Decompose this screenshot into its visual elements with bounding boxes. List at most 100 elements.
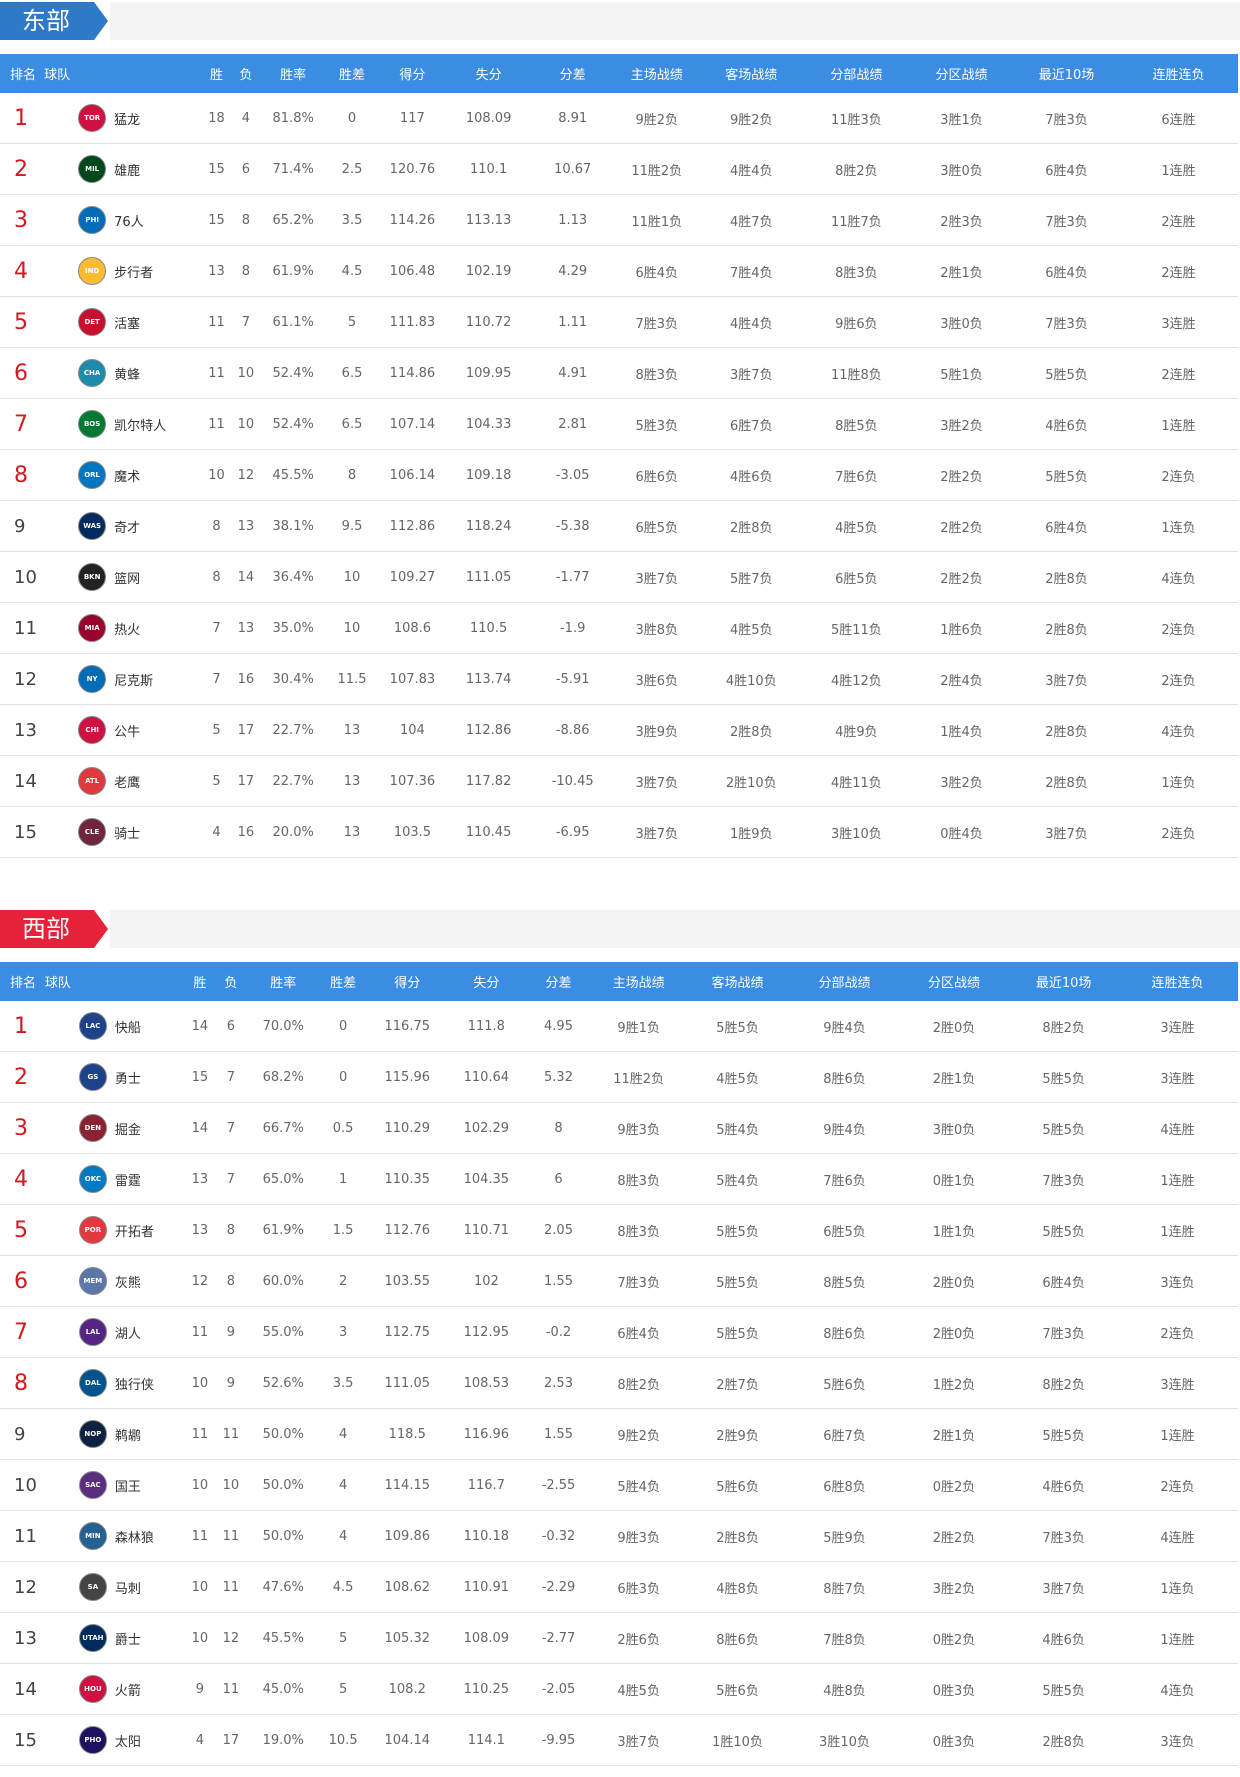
team-cell[interactable]: TOR 猛龙: [44, 93, 202, 144]
table-row[interactable]: 4 OKC 雷霆 13 7 65.0% 1 110.35 104.35 6 8胜3负 5胜4负 7胜6负…: [0, 1153, 1238, 1205]
team-cell[interactable]: MIN 森林狼: [44, 1510, 184, 1562]
team-cell[interactable]: MEM 灰熊: [44, 1255, 184, 1307]
table-row[interactable]: 8 DAL 独行侠 10 9 52.6% 3.5 111.05 108.53 2.53 8胜2负 2胜…: [0, 1357, 1238, 1409]
team-name[interactable]: 爵士: [114, 1632, 141, 1648]
team-name[interactable]: 老鹰: [114, 775, 141, 791]
stat-cell-pct: 38.1%: [260, 500, 326, 552]
team-name[interactable]: 灰熊: [114, 1275, 141, 1291]
table-row[interactable]: 5 POR 开拓者 13 8 61.9% 1.5 112.76 110.71 2.05 8胜3负 5胜…: [0, 1204, 1238, 1256]
table-row[interactable]: 5 DET 活塞 11 7 61.1% 5 111.83 110.72 1.11 7胜3负 4胜4负 9…: [0, 296, 1238, 348]
table-row[interactable]: 2 MIL 雄鹿 15 6 71.4% 2.5 120.76 110.1 10.67 11胜2负 4胜…: [0, 143, 1238, 195]
team-name[interactable]: 活塞: [114, 316, 141, 332]
team-cell[interactable]: UTAH 爵士: [44, 1612, 184, 1664]
table-row[interactable]: 14 HOU 火箭 9 11 45.0% 5 108.2 110.25 -2.05 4胜5负 5胜6负…: [0, 1663, 1238, 1715]
team-cell[interactable]: CLE 骑士: [44, 806, 202, 858]
team-cell[interactable]: OKC 雷霆: [44, 1153, 184, 1205]
team-cell[interactable]: HOU 火箭: [44, 1663, 184, 1715]
team-name[interactable]: 马刺: [114, 1581, 141, 1597]
table-row[interactable]: 4 IND 步行者 13 8 61.9% 4.5 106.48 102.19 4.29 6胜4负 7胜…: [0, 245, 1238, 297]
stat-cell-diff: 4.29: [530, 245, 615, 297]
table-row[interactable]: 14 ATL 老鹰 5 17 22.7% 13 107.36 117.82 -10.45 3胜7负 2…: [0, 755, 1238, 807]
team-cell[interactable]: BOS 凯尔特人: [44, 398, 202, 450]
team-name[interactable]: 公牛: [114, 724, 141, 740]
team-cell[interactable]: ATL 老鹰: [44, 755, 202, 807]
team-cell[interactable]: CHI 公牛: [44, 704, 202, 756]
team-cell[interactable]: DET 活塞: [44, 296, 202, 348]
stat-cell-div: 8胜7负: [791, 1561, 898, 1613]
stat-cell-away: 5胜4负: [684, 1102, 792, 1154]
table-row[interactable]: 3 PHI 76人 15 8 65.2% 3.5 114.26 113.13 1.13 11胜1负 4…: [0, 194, 1238, 246]
table-row[interactable]: 12 NY 尼克斯 7 16 30.4% 11.5 107.83 113.74 -5.91 3胜6负…: [0, 653, 1238, 705]
stat-cell-w: 8: [201, 551, 232, 603]
team-name[interactable]: 热火: [114, 622, 141, 638]
table-row[interactable]: 12 SA 马刺 10 11 47.6% 4.5 108.62 110.91 -2.29 6胜3负 4…: [0, 1561, 1238, 1613]
team-cell[interactable]: ORL 魔术: [44, 449, 202, 501]
team-name[interactable]: 湖人: [114, 1326, 141, 1342]
team-name[interactable]: 雷霆: [114, 1173, 141, 1189]
team-name[interactable]: 黄蜂: [114, 367, 141, 383]
table-row[interactable]: 3 DEN 掘金 14 7 66.7% 0.5 110.29 102.29 8 9胜3负 5胜4负 9胜…: [0, 1102, 1238, 1154]
stat-cell-last10: 6胜4负: [1010, 1255, 1118, 1307]
team-cell[interactable]: GS 勇士: [44, 1051, 184, 1103]
team-cell[interactable]: MIA 热火: [44, 602, 202, 654]
team-cell[interactable]: SAC 国王: [44, 1459, 184, 1511]
team-name[interactable]: 雄鹿: [114, 163, 141, 179]
table-row[interactable]: 6 CHA 黄蜂 11 10 52.4% 6.5 114.86 109.95 4.91 8胜3负 3胜…: [0, 347, 1238, 399]
team-name[interactable]: 森林狼: [114, 1530, 154, 1546]
table-row[interactable]: 1 LAC 快船 14 6 70.0% 0 116.75 111.8 4.95 9胜1负 5胜5负 9胜…: [0, 1001, 1238, 1052]
team-name[interactable]: 篮网: [114, 571, 141, 587]
table-row[interactable]: 13 CHI 公牛 5 17 22.7% 13 104 112.86 -8.86 3胜9负 2胜8负 4…: [0, 704, 1238, 756]
table-row[interactable]: 9 NOP 鹈鹕 11 11 50.0% 4 118.5 116.96 1.55 9胜2负 2胜9负 6…: [0, 1408, 1238, 1460]
team-name[interactable]: 掘金: [114, 1122, 141, 1138]
team-name[interactable]: 国王: [114, 1479, 141, 1495]
team-cell[interactable]: POR 开拓者: [44, 1204, 184, 1256]
team-name[interactable]: 快船: [114, 1020, 141, 1036]
table-row[interactable]: 9 WAS 奇才 8 13 38.1% 9.5 112.86 118.24 -5.38 6胜5负 2胜…: [0, 500, 1238, 552]
table-row[interactable]: 15 PHO 太阳 4 17 19.0% 10.5 104.14 114.1 -9.95 3胜7负 1…: [0, 1714, 1238, 1766]
table-row[interactable]: 6 MEM 灰熊 12 8 60.0% 2 103.55 102 1.55 7胜3负 5胜5负 8胜5负…: [0, 1255, 1238, 1307]
team-cell[interactable]: LAL 湖人: [44, 1306, 184, 1358]
table-row[interactable]: 2 GS 勇士 15 7 68.2% 0 115.96 110.64 5.32 11胜2负 4胜5负 8…: [0, 1051, 1238, 1103]
team-cell[interactable]: SA 马刺: [44, 1561, 184, 1613]
table-row[interactable]: 11 MIN 森林狼 11 11 50.0% 4 109.86 110.18 -0.32 9胜3负 2…: [0, 1510, 1238, 1562]
team-name[interactable]: 太阳: [114, 1734, 141, 1750]
team-name[interactable]: 勇士: [114, 1071, 141, 1087]
team-cell[interactable]: LAC 快船: [44, 1001, 184, 1052]
table-row[interactable]: 15 CLE 骑士 4 16 20.0% 13 103.5 110.45 -6.95 3胜7负 1胜9…: [0, 806, 1238, 858]
team-name[interactable]: 骑士: [114, 826, 141, 842]
team-cell[interactable]: CHA 黄蜂: [44, 347, 202, 399]
team-name[interactable]: 尼克斯: [114, 673, 154, 689]
team-cell[interactable]: IND 步行者: [44, 245, 202, 297]
team-cell[interactable]: WAS 奇才: [44, 500, 202, 552]
east-title[interactable]: 东部: [0, 2, 108, 40]
team-cell[interactable]: DAL 独行侠: [44, 1357, 184, 1409]
team-name[interactable]: 火箭: [114, 1683, 141, 1699]
team-name[interactable]: 猛龙: [114, 112, 141, 128]
team-name[interactable]: 魔术: [114, 469, 141, 485]
stat-cell-gb: 6.5: [325, 347, 379, 399]
team-cell[interactable]: MIL 雄鹿: [44, 143, 202, 195]
table-row[interactable]: 13 UTAH 爵士 10 12 45.5% 5 105.32 108.09 -2.77 2胜6负 8…: [0, 1612, 1238, 1664]
table-row[interactable]: 11 MIA 热火 7 13 35.0% 10 108.6 110.5 -1.9 3胜8负 4胜5负 5…: [0, 602, 1238, 654]
team-cell[interactable]: NOP 鹈鹕: [44, 1408, 184, 1460]
team-name[interactable]: 开拓者: [114, 1224, 154, 1240]
team-cell[interactable]: DEN 掘金: [44, 1102, 184, 1154]
team-name[interactable]: 鹈鹕: [114, 1428, 141, 1444]
team-name[interactable]: 凯尔特人: [114, 418, 167, 434]
team-name[interactable]: 步行者: [114, 265, 154, 281]
team-name[interactable]: 奇才: [114, 520, 141, 536]
team-cell[interactable]: PHI 76人: [44, 194, 202, 246]
column-header: 球队: [44, 68, 71, 83]
table-row[interactable]: 10 BKN 篮网 8 14 36.4% 10 109.27 111.05 -1.77 3胜7负 5胜…: [0, 551, 1238, 603]
team-name[interactable]: 独行侠: [114, 1377, 154, 1393]
team-cell[interactable]: PHO 太阳: [44, 1714, 184, 1766]
west-title[interactable]: 西部: [0, 910, 108, 948]
team-name[interactable]: 76人: [114, 214, 144, 230]
team-cell[interactable]: BKN 篮网: [44, 551, 202, 603]
team-cell[interactable]: NY 尼克斯: [44, 653, 202, 705]
table-row[interactable]: 7 BOS 凯尔特人 11 10 52.4% 6.5 107.14 104.33 2.81 5胜3负…: [0, 398, 1238, 450]
table-row[interactable]: 10 SAC 国王 10 10 50.0% 4 114.15 116.7 -2.55 5胜4负 5胜6…: [0, 1459, 1238, 1511]
table-row[interactable]: 8 ORL 魔术 10 12 45.5% 8 106.14 109.18 -3.05 6胜6负 4胜6…: [0, 449, 1238, 501]
table-row[interactable]: 7 LAL 湖人 11 9 55.0% 3 112.75 112.95 -0.2 6胜4负 5胜5负 8…: [0, 1306, 1238, 1358]
table-row[interactable]: 1 TOR 猛龙 18 4 81.8% 0 117 108.09 8.91 9胜2负 9胜2负 11胜3…: [0, 93, 1238, 144]
